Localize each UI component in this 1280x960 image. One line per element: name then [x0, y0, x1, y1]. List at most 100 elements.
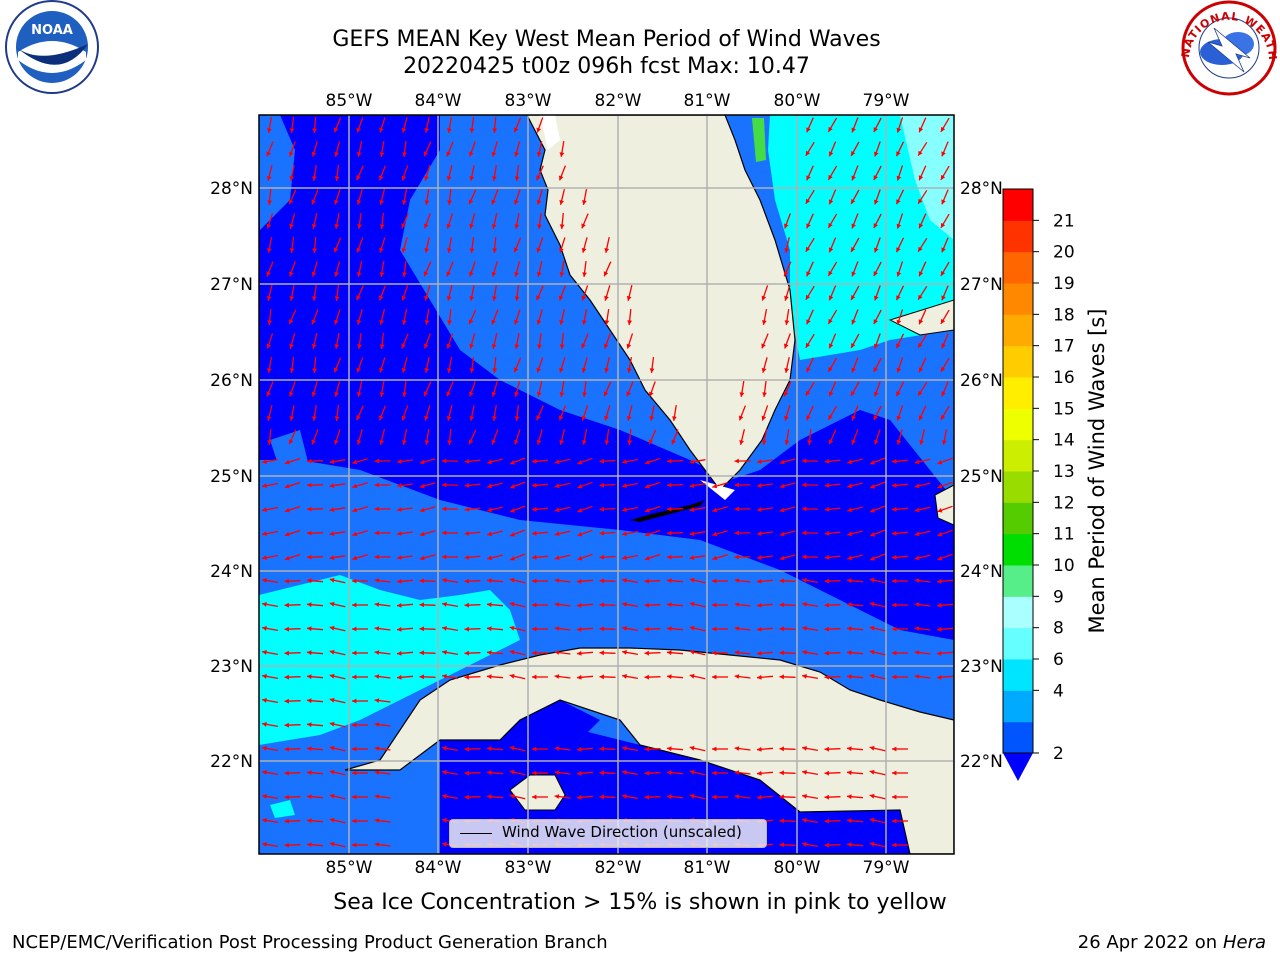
wave-direction-arrowhead [802, 602, 807, 607]
wave-direction-arrowhead [334, 344, 340, 349]
wave-direction-arrowhead [554, 746, 560, 751]
wave-direction-arrowhead [532, 578, 537, 584]
wave-direction-arrowhead [491, 199, 496, 205]
wave-direction-arrowhead [267, 248, 272, 253]
wave-direction-arrowhead [896, 127, 902, 133]
colorbar-segment [1003, 283, 1033, 315]
wave-direction-arrowhead [307, 794, 312, 800]
wave-direction-arrowhead [284, 578, 289, 584]
wave-direction-arrowhead [784, 415, 789, 421]
graticule [259, 115, 954, 854]
wave-direction-arrowhead [559, 367, 564, 373]
wave-direction-arrowhead [802, 650, 807, 655]
wave-direction-arrowhead [805, 198, 811, 204]
wave-direction-arrowhead [307, 626, 312, 632]
wave-direction-arrowhead [918, 198, 923, 204]
wave-direction-arrowhead [442, 530, 447, 536]
wave-direction-arrowhead [262, 459, 267, 464]
cyan-region-northeast [752, 115, 954, 360]
wave-direction-arrowhead [469, 248, 475, 253]
wave-direction-arrowhead [514, 344, 520, 349]
wave-direction-arrowhead [334, 296, 340, 301]
wave-direction-arrowhead [379, 200, 384, 205]
wave-direction-arrowhead [937, 674, 942, 680]
wave-direction-arrowhead [870, 508, 875, 513]
wave-direction-arrowhead [356, 439, 362, 445]
wave-direction-arrowhead [757, 626, 762, 632]
wave-direction-arrowhead [802, 458, 807, 464]
colorbar-tick-label: 21 [1053, 211, 1075, 231]
lon-label: 79°W [863, 91, 910, 111]
wave-direction-arrowhead [284, 626, 289, 632]
colorbar-segment [1003, 251, 1033, 284]
wave-direction-arrowhead [622, 746, 627, 751]
wave-direction-arrowhead [464, 531, 470, 536]
wave-direction-arrowhead [757, 794, 762, 800]
wave-direction-arrowhead [423, 151, 429, 157]
wave-direction-arrowhead [510, 484, 515, 489]
wave-direction-arrowhead [401, 175, 407, 181]
wave-direction-arrowhead [918, 342, 923, 348]
wave-direction-arrowhead [712, 746, 717, 752]
wave-direction-arrowhead [914, 602, 920, 607]
wave-direction-arrowhead [940, 126, 946, 132]
wave-direction-arrowhead [847, 626, 852, 632]
wave-direction-arrowhead [869, 745, 875, 751]
wave-direction-arrowhead [805, 294, 811, 300]
wave-direction-arrowhead [847, 818, 852, 824]
wave-direction-arrowhead [873, 319, 878, 325]
wave-direction-arrowhead [558, 415, 564, 421]
wave-direction-arrowhead [896, 367, 902, 373]
wave-direction-arrowhead [514, 151, 519, 157]
wave-direction-arrowhead [644, 674, 649, 680]
wave-direction-arrowhead [559, 272, 565, 277]
wave-direction-arrowhead [266, 151, 271, 157]
wave-direction-arrowhead [284, 507, 290, 513]
wave-direction-arrowhead [469, 271, 474, 277]
wave-direction-arrowhead [514, 176, 520, 181]
wave-direction-arrowhead [604, 368, 610, 373]
lat-labels-right: 28°N 27°N 26°N 25°N 24°N 23°N 22°N [960, 179, 1003, 772]
wave-direction-arrowhead [329, 721, 335, 727]
wave-direction-arrowhead [603, 271, 609, 277]
wave-direction-arrowhead [847, 842, 852, 848]
colorbar-under-triangle [1003, 753, 1033, 781]
wave-direction-arrowhead [940, 174, 946, 180]
colorbar-ticks: 2 4 6 8 9 10 11 12 13 14 15 16 17 18 19 20 21 [1033, 211, 1075, 764]
wave-direction-arrowhead [712, 626, 717, 632]
wave-direction-arrowhead [307, 554, 312, 560]
wave-direction-arrowhead [918, 319, 924, 325]
wave-direction-arrowhead [828, 222, 833, 228]
wave-direction-arrowhead [532, 554, 537, 560]
wave-direction-arrowhead [667, 770, 672, 776]
wave-direction-arrowhead [379, 392, 385, 397]
wave-direction-arrowhead [312, 176, 317, 181]
wave-direction-arrowhead [442, 578, 447, 583]
wave-direction-arrowhead [689, 531, 695, 536]
wave-direction-arrowhead [599, 674, 604, 680]
wave-direction-arrowhead [892, 626, 897, 632]
wave-direction-arrowhead [464, 770, 469, 776]
wave-direction-arrowhead [892, 650, 897, 656]
wave-direction-arrowhead [447, 248, 452, 253]
wave-direction-arrowhead [941, 295, 946, 301]
wave-direction-arrowhead [604, 295, 609, 301]
wave-direction-arrowhead [873, 271, 878, 277]
wave-direction-arrowhead [509, 577, 515, 583]
wave-direction-arrowhead [267, 200, 272, 205]
wave-direction-arrowhead [892, 530, 897, 536]
wave-direction-arrowhead [532, 674, 537, 680]
colorbar-segment [1003, 345, 1033, 378]
wave-direction-arrowhead [447, 320, 452, 325]
wave-direction-arrowhead [532, 746, 537, 752]
wave-direction-arrowhead [734, 554, 739, 560]
lat-label: 27°N [210, 275, 253, 295]
wave-direction-arrowhead [914, 531, 920, 537]
wave-direction-arrowhead [262, 722, 267, 727]
wave-direction-arrowhead [442, 602, 447, 607]
wave-direction-arrowhead [869, 649, 875, 655]
lat-label: 24°N [210, 562, 253, 582]
wave-direction-arrowhead [873, 223, 878, 229]
wave-direction-arrowhead [397, 483, 402, 488]
wave-direction-arrowhead [374, 674, 380, 679]
